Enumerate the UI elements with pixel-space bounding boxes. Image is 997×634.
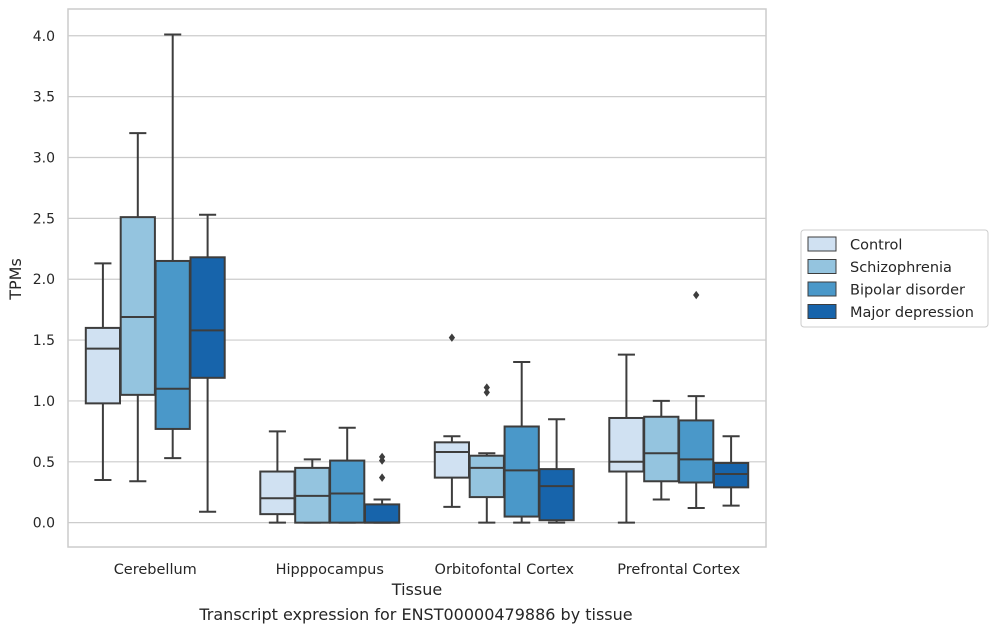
box-body [259, 470, 296, 516]
box-major-depression [363, 452, 401, 524]
box-schizophrenia [643, 399, 680, 501]
legend-swatch [807, 304, 837, 319]
legend-label: Major depression [850, 305, 974, 321]
outlier-point [448, 333, 456, 342]
box-body [329, 459, 366, 524]
legend-swatch [807, 281, 837, 297]
x-tick-label: Orbitofontal Cortex [435, 562, 575, 578]
y-axis-label: TPMs [6, 258, 25, 301]
y-tick-label: 3.0 [33, 150, 55, 166]
box-body [678, 419, 715, 484]
y-tick-label: 3.5 [33, 90, 55, 106]
box-schizophrenia [119, 132, 156, 483]
box-body [503, 425, 540, 518]
y-tick-label: 2.0 [33, 272, 55, 288]
x-tick-labels: Cerebellum Hipppocampus Orbitofontal Corte… [114, 562, 741, 578]
legend: Control Schizophrenia Bipolar disorder Majo… [800, 229, 989, 328]
y-tick-label: 1.0 [33, 394, 55, 410]
box-schizophrenia [294, 458, 331, 524]
y-tick-label: 1.5 [33, 333, 55, 349]
y-tick-label: 2.5 [33, 211, 55, 227]
y-tick-label: 0.5 [33, 455, 55, 471]
y-tick-label: 0.0 [33, 516, 55, 532]
outlier-point [378, 452, 386, 462]
x-axis-label: Tissue [391, 580, 442, 599]
box-body [433, 441, 471, 479]
box-body [712, 462, 750, 489]
box-layer [84, 33, 750, 524]
figure-caption: Transcript expression for ENST0000047988… [199, 605, 633, 624]
box-body [119, 216, 156, 396]
box-bipolar-disorder [678, 290, 715, 510]
box-body [608, 416, 645, 473]
box-control [259, 430, 296, 524]
x-tick-label: Hipppocampus [276, 562, 384, 578]
plot-frame [67, 8, 767, 548]
legend-label: Schizophrenia [850, 260, 952, 276]
legend-frame [800, 229, 989, 328]
legend-label: Control [850, 238, 902, 254]
box-bipolar-disorder [329, 426, 366, 524]
legend-label: Bipolar disorder [850, 283, 965, 299]
box-body [189, 256, 226, 379]
box-body [538, 468, 575, 522]
box-body [468, 454, 505, 499]
box-major-depression [538, 418, 575, 524]
outlier-point [693, 290, 700, 300]
box-control [608, 353, 645, 524]
box-body [363, 503, 401, 524]
box-body [84, 326, 122, 405]
outlier-point [378, 473, 386, 482]
legend-swatch [807, 236, 837, 252]
box-schizophrenia [468, 383, 505, 524]
box-bipolar-disorder [154, 33, 191, 460]
x-tick-label: Cerebellum [114, 562, 197, 578]
box-major-depression [189, 213, 226, 513]
box-bipolar-disorder [503, 360, 540, 524]
x-tick-label: Prefrontal Cortex [617, 562, 740, 578]
box-control [84, 262, 122, 482]
box-body [154, 259, 191, 430]
box-body [643, 415, 680, 483]
box-major-depression [712, 435, 750, 507]
box-control [433, 333, 471, 508]
outlier-point [483, 388, 490, 397]
y-tick-label: 4.0 [33, 29, 55, 45]
legend-swatch [807, 259, 837, 274]
outlier-point [483, 383, 490, 392]
y-tick-labels: 0.0 0.5 1.0 1.5 2.0 2.5 3.0 3.5 4.0 [33, 29, 55, 532]
